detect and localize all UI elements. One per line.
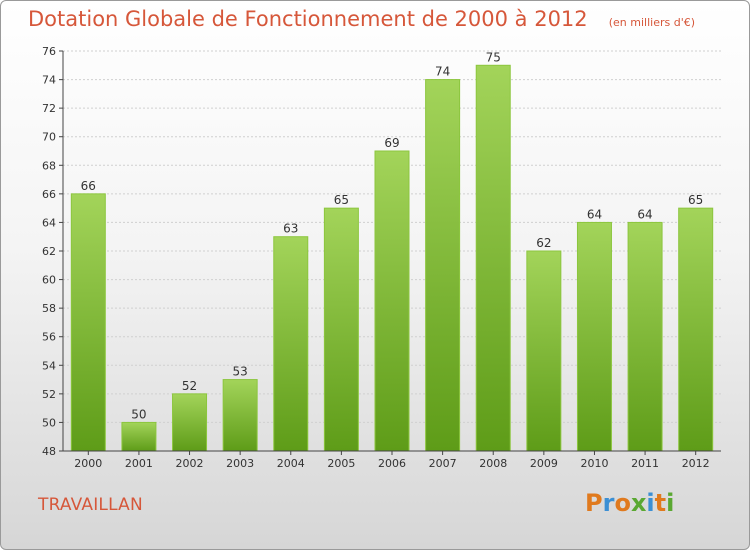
logo-letter: r xyxy=(602,489,615,517)
x-tick-label: 2011 xyxy=(631,457,659,470)
y-tick-label: 60 xyxy=(42,274,56,287)
y-tick-label: 58 xyxy=(42,302,56,315)
labels: 48 50 52 54 56 58 60 62 64 66 68 70 72 74 76 66 2000 50 20… xyxy=(42,45,710,470)
y-tick-label: 50 xyxy=(42,416,56,429)
bar-2002[interactable] xyxy=(172,393,208,452)
axes xyxy=(59,50,721,455)
commune-name: TRAVAILLAN xyxy=(38,495,143,515)
bar-2004[interactable] xyxy=(273,236,309,452)
logo-letter: x xyxy=(630,489,647,517)
value-label: 63 xyxy=(283,222,298,236)
x-tick-label: 2006 xyxy=(378,457,406,470)
y-tick-label: 64 xyxy=(42,216,56,229)
logo-letter: i xyxy=(666,489,675,517)
bar-2006[interactable] xyxy=(374,150,410,452)
chart-title-block: Dotation Globale de Fonctionnement de 20… xyxy=(28,7,695,31)
value-label: 65 xyxy=(334,193,349,207)
value-label: 52 xyxy=(182,379,197,393)
value-label: 65 xyxy=(688,193,703,207)
x-tick-label: 2002 xyxy=(176,457,204,470)
y-tick-label: 74 xyxy=(42,74,56,87)
bar-2009[interactable] xyxy=(526,250,562,452)
bar-2001[interactable] xyxy=(121,421,157,452)
bar-2012[interactable] xyxy=(678,207,714,452)
y-tick-label: 48 xyxy=(42,445,56,458)
proxiti-logo[interactable]: Proxiti xyxy=(585,489,674,517)
x-tick-label: 2007 xyxy=(429,457,457,470)
value-label: 64 xyxy=(587,207,602,221)
x-tick-label: 2004 xyxy=(277,457,305,470)
logo-letter: t xyxy=(654,489,667,517)
x-tick-label: 2010 xyxy=(580,457,608,470)
y-tick-label: 54 xyxy=(42,359,56,372)
value-label: 53 xyxy=(233,365,248,379)
x-tick-label: 2003 xyxy=(226,457,254,470)
x-tick-label: 2008 xyxy=(479,457,507,470)
x-tick-label: 2000 xyxy=(74,457,102,470)
bar-2008[interactable] xyxy=(475,64,511,452)
bar-2005[interactable] xyxy=(323,207,359,452)
chart-title: Dotation Globale de Fonctionnement de 20… xyxy=(28,7,588,31)
value-label: 75 xyxy=(486,50,501,64)
logo-letter: o xyxy=(614,489,631,517)
bar-2003[interactable] xyxy=(222,379,258,452)
value-label: 62 xyxy=(536,236,551,250)
y-tick-label: 70 xyxy=(42,131,56,144)
y-tick-label: 56 xyxy=(42,331,56,344)
bar-2010[interactable] xyxy=(576,221,612,452)
x-tick-label: 2001 xyxy=(125,457,153,470)
logo-letter: P xyxy=(585,489,603,517)
y-tick-label: 72 xyxy=(42,102,56,115)
logo-letter: i xyxy=(646,489,655,517)
bar-2000[interactable] xyxy=(70,193,106,452)
bars xyxy=(70,64,714,452)
y-tick-label: 66 xyxy=(42,188,56,201)
y-tick-label: 62 xyxy=(42,245,56,258)
value-label: 74 xyxy=(435,65,450,79)
value-label: 66 xyxy=(81,179,96,193)
chart-unit-note: (en milliers d'€) xyxy=(608,16,696,29)
value-label: 64 xyxy=(637,207,652,221)
bar-2011[interactable] xyxy=(627,221,663,452)
x-tick-label: 2012 xyxy=(682,457,710,470)
x-tick-label: 2009 xyxy=(530,457,558,470)
y-tick-label: 68 xyxy=(42,159,56,172)
value-label: 50 xyxy=(131,407,146,421)
value-label: 69 xyxy=(384,136,399,150)
y-tick-label: 76 xyxy=(42,45,56,58)
x-tick-label: 2005 xyxy=(327,457,355,470)
y-tick-label: 52 xyxy=(42,388,56,401)
bar-2007[interactable] xyxy=(425,79,461,452)
